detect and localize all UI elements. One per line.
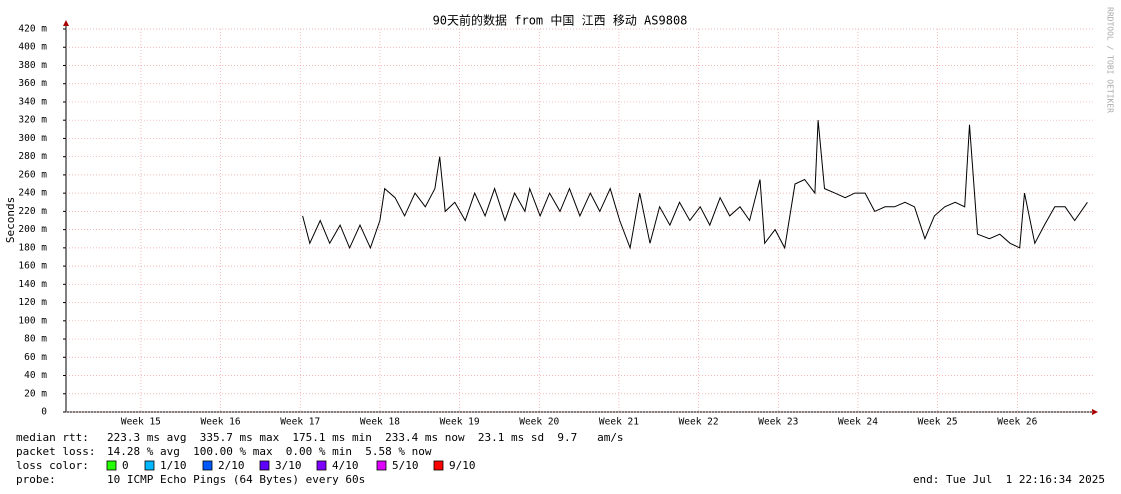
y-tick-label: 260 m — [18, 169, 47, 180]
x-tick-label: Week 21 — [599, 417, 639, 428]
loss-item: 0 — [122, 459, 129, 472]
loss-item: 1/10 — [160, 459, 187, 472]
y-tick-label: 20 m — [24, 388, 47, 399]
y-tick-label: 160 m — [18, 261, 47, 272]
y-tick-label: 0 — [41, 407, 47, 418]
loss-swatch — [144, 460, 155, 471]
x-tick-label: Week 20 — [519, 417, 559, 428]
stat-label: median rtt: — [16, 431, 89, 444]
x-tick-label: Week 16 — [201, 417, 241, 428]
y-tick-label: 380 m — [18, 60, 47, 71]
loss-item: 2/10 — [218, 459, 245, 472]
y-tick-label: 420 m — [18, 24, 47, 35]
y-tick-label: 240 m — [18, 188, 47, 199]
probe-text: 10 ICMP Echo Pings (64 Bytes) every 60s — [107, 473, 365, 486]
chart-title: 90天前的数据 from 中国 江西 移动 AS9808 — [433, 13, 688, 28]
y-tick-label: 100 m — [18, 315, 47, 326]
loss-item: 3/10 — [275, 459, 302, 472]
loss-swatch — [376, 460, 387, 471]
y-tick-label: 40 m — [24, 370, 47, 381]
x-tick-label: Week 23 — [758, 417, 798, 428]
stat-label: packet loss: — [16, 445, 95, 458]
loss-swatch — [316, 460, 327, 471]
stat-text: 223.3 ms avg 335.7 ms max 175.1 ms min 2… — [107, 431, 624, 444]
y-arrow — [63, 20, 69, 26]
y-tick-label: 140 m — [18, 279, 47, 290]
y-tick-label: 80 m — [24, 334, 47, 345]
x-arrow — [1092, 409, 1098, 415]
y-tick-label: 220 m — [18, 206, 47, 217]
y-tick-label: 340 m — [18, 96, 47, 107]
loss-item: 9/10 — [449, 459, 476, 472]
y-tick-label: 120 m — [18, 297, 47, 308]
x-tick-label: Week 17 — [280, 417, 320, 428]
y-axis-label: Seconds — [4, 197, 17, 243]
y-tick-label: 280 m — [18, 151, 47, 162]
x-tick-label: Week 15 — [121, 417, 161, 428]
loss-swatch — [259, 460, 270, 471]
x-tick-label: Week 26 — [997, 417, 1037, 428]
loss-swatch — [433, 460, 444, 471]
y-tick-label: 400 m — [18, 42, 47, 53]
x-tick-label: Week 19 — [440, 417, 480, 428]
loss-swatch — [202, 460, 213, 471]
end-time: end: Tue Jul 1 22:16:34 2025 — [913, 473, 1105, 486]
x-tick-label: Week 25 — [918, 417, 958, 428]
y-tick-label: 180 m — [18, 242, 47, 253]
loss-label: loss color: — [16, 459, 89, 472]
y-tick-label: 200 m — [18, 224, 47, 235]
probe-label: probe: — [16, 473, 56, 486]
watermark: RRDTOOL / TOBI OETIKER — [1106, 7, 1115, 113]
x-tick-label: Week 22 — [679, 417, 719, 428]
loss-item: 5/10 — [392, 459, 419, 472]
y-tick-label: 300 m — [18, 133, 47, 144]
y-tick-label: 60 m — [24, 352, 47, 363]
loss-swatch — [106, 460, 117, 471]
x-tick-label: Week 18 — [360, 417, 400, 428]
median-line — [302, 120, 1088, 250]
x-tick-label: Week 24 — [838, 417, 878, 428]
loss-item: 4/10 — [332, 459, 359, 472]
stat-text: 14.28 % avg 100.00 % max 0.00 % min 5.58… — [107, 445, 432, 458]
y-tick-label: 360 m — [18, 78, 47, 89]
y-tick-label: 320 m — [18, 115, 47, 126]
